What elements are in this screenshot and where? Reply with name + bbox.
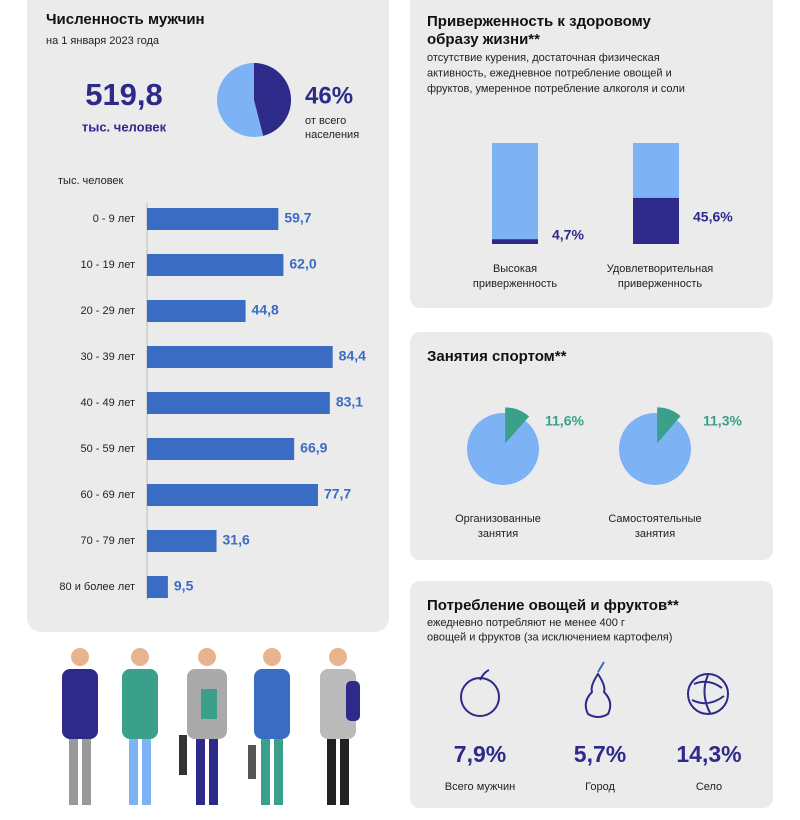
title: Потребление овощей и фруктов** <box>427 597 679 614</box>
bar <box>147 346 333 368</box>
bar <box>147 530 217 552</box>
value-label: 44,8 <box>252 302 279 318</box>
value-label: 11,6% <box>545 413 584 429</box>
total-unit: тыс. человек <box>82 119 167 134</box>
bar <box>492 239 538 244</box>
bar-background <box>492 143 538 244</box>
value-label: 83,1 <box>336 394 363 410</box>
value-label: 66,9 <box>300 440 327 456</box>
bar <box>147 208 279 230</box>
text-line: активность, ежедневное потребление овоще… <box>427 67 672 79</box>
category-label: Организованные занятия <box>455 513 541 540</box>
category-label: Высокая приверженность <box>473 263 557 290</box>
value-label: 59,7 <box>284 210 311 226</box>
category-label: 20 - 29 лет <box>80 305 135 317</box>
total: 519,8 <box>85 77 163 112</box>
text-line: образу жизни** <box>427 31 540 48</box>
text-line: овощей и фруктов (за исключением картофе… <box>427 631 672 643</box>
title: Занятия спортом** <box>427 348 567 365</box>
category-label: 0 - 9 лет <box>93 213 135 225</box>
item-label: Всего мужчин <box>445 781 515 793</box>
value-label: 62,0 <box>289 256 316 272</box>
item-label: Село <box>696 781 722 793</box>
axis-label: тыс. человек <box>58 175 124 187</box>
value-label: 11,3% <box>703 413 742 429</box>
category-label: 10 - 19 лет <box>80 259 135 271</box>
text-line: отсутствие курения, достаточная физическ… <box>427 52 660 64</box>
text-line: населения <box>305 129 359 141</box>
value: 14,3% <box>676 741 741 767</box>
text-line: ежедневно потребляют не менее 400 г <box>427 617 625 629</box>
category-label: 80 и более лет <box>59 581 135 593</box>
bar <box>147 438 295 460</box>
value-label: 84,4 <box>339 348 366 364</box>
category-label: 50 - 59 лет <box>80 443 135 455</box>
value-label: 31,6 <box>223 532 250 548</box>
value-label: 9,5 <box>174 578 194 594</box>
subtitle: на 1 января 2023 года <box>46 35 160 47</box>
pie-slice <box>254 63 292 136</box>
bar <box>147 300 246 322</box>
bar <box>147 254 284 276</box>
text-line: от всего <box>305 115 346 127</box>
title: Численность мужчин <box>46 11 205 28</box>
text-line: Приверженность к здоровому <box>427 13 651 30</box>
value-label: 77,7 <box>324 486 351 502</box>
category-label: Самостоятельные занятия <box>608 513 701 540</box>
value-label: 4,7% <box>552 227 584 243</box>
pie-slice <box>505 407 530 444</box>
category-label: 30 - 39 лет <box>80 351 135 363</box>
icons <box>460 661 729 718</box>
item-label: Город <box>585 781 615 793</box>
value: 7,9% <box>454 741 506 767</box>
pie-background <box>467 413 539 485</box>
value-label: 46% <box>305 82 353 109</box>
value: 5,7% <box>574 741 626 767</box>
bar <box>147 392 330 414</box>
pie-slice <box>657 407 681 444</box>
category-label: 70 - 79 лет <box>80 535 135 547</box>
category-label: 40 - 49 лет <box>80 397 135 409</box>
bar <box>633 197 679 244</box>
bar <box>147 484 318 506</box>
value-label: 45,6% <box>693 209 733 225</box>
category-label: Удовлетворительная приверженность <box>607 263 714 290</box>
pie-background <box>619 413 691 485</box>
panel <box>410 581 773 808</box>
category-label: 60 - 69 лет <box>80 489 135 501</box>
text-line: фруктов, умеренное потребление алкоголя … <box>427 83 685 95</box>
panel <box>410 332 773 560</box>
people-illustration <box>62 648 360 805</box>
bar <box>147 576 168 598</box>
